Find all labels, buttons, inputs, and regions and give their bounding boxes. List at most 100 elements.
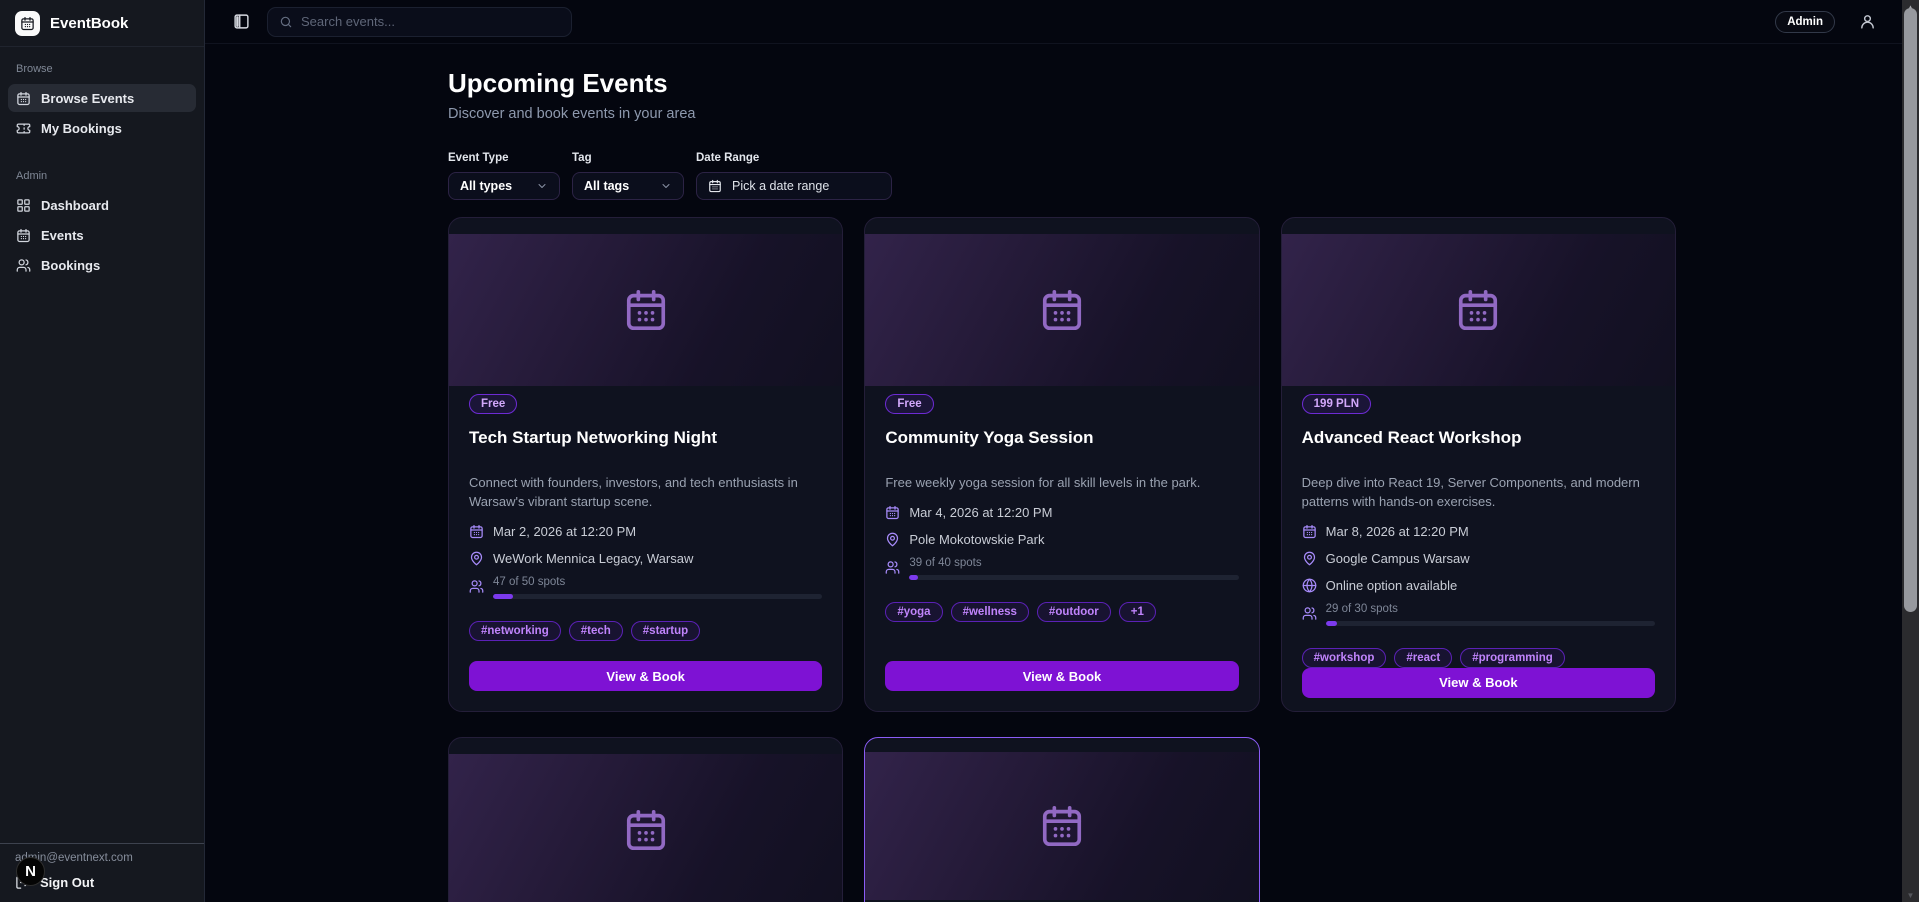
panel-left-icon <box>233 13 250 30</box>
event-date-row: Mar 8, 2026 at 12:20 PM <box>1302 524 1655 539</box>
event-image-placeholder <box>449 234 843 386</box>
view-book-button[interactable]: View & Book <box>885 661 1239 691</box>
calendar-icon <box>708 179 722 193</box>
globe-icon <box>1302 578 1317 593</box>
event-card-body: 199 PLN Advanced React Workshop Deep div… <box>1282 386 1675 711</box>
sidebar-nav: Browse Browse Events My Bookings Admin D… <box>0 47 204 843</box>
calendar-icon <box>623 807 669 853</box>
filter-tag: Tag All tags <box>572 152 684 200</box>
spots-progress-fill <box>909 574 918 580</box>
filter-label: Tag <box>572 152 592 164</box>
select-value: All types <box>460 179 513 193</box>
window-scrollbar[interactable]: ▲ ▼ <box>1902 0 1919 902</box>
sign-out-label: Sign Out <box>40 875 95 890</box>
sign-out-button[interactable]: Sign Out <box>15 875 189 890</box>
tag-chip: #programming <box>1460 647 1565 668</box>
tag-select[interactable]: All tags <box>572 172 684 200</box>
tag-more-chip: +1 <box>1118 601 1156 622</box>
view-book-button[interactable]: View & Book <box>1301 667 1655 698</box>
event-card[interactable]: Free Tech Startup Networking Night Conne… <box>448 217 844 712</box>
sidebar-item-browse-events[interactable]: Browse Events <box>8 84 196 112</box>
event-card[interactable]: 199 PLN Advanced React Workshop Deep div… <box>1280 217 1676 712</box>
filter-label: Event Type <box>448 152 509 164</box>
view-book-button[interactable]: View & Book <box>469 661 823 691</box>
map-pin-icon <box>885 532 900 547</box>
tag-chip: #react <box>1394 647 1453 668</box>
topbar-right: Admin <box>1775 10 1876 33</box>
sidebar-header: EventBook <box>0 0 204 47</box>
event-title: Community Yoga Session <box>885 428 1094 447</box>
events-grid: Free Tech Startup Networking Night Conne… <box>448 217 1676 902</box>
event-type-select[interactable]: All types <box>448 172 560 200</box>
sidebar-item-label: Bookings <box>41 257 101 273</box>
nextjs-dev-badge[interactable]: N <box>16 857 45 886</box>
date-range-button[interactable]: Pick a date range <box>696 172 892 200</box>
event-description: Connect with founders, investors, and te… <box>469 475 798 509</box>
event-description: Deep dive into React 19, Server Componen… <box>1301 475 1640 509</box>
event-card-partial[interactable] <box>448 737 844 902</box>
spots-progress-fill <box>1325 620 1338 626</box>
sidebar-item-bookings[interactable]: Bookings <box>8 251 196 279</box>
event-tags: #networking #tech #startup <box>469 620 822 641</box>
page-title: Upcoming Events <box>448 68 668 98</box>
chevron-down-icon <box>660 180 672 192</box>
event-online-row: Online option available <box>1302 578 1655 593</box>
sidebar-section-label-browse: Browse <box>16 63 53 75</box>
event-date: Mar 4, 2026 at 12:20 PM <box>909 504 1053 520</box>
admin-role-badge: Admin <box>1775 10 1835 33</box>
ticket-icon <box>16 121 31 136</box>
spots-progress-track <box>909 574 1239 580</box>
tag-chip: #workshop <box>1301 647 1387 668</box>
sidebar-toggle-button[interactable] <box>227 8 255 36</box>
search-input[interactable] <box>301 14 560 29</box>
price-badge: Free <box>885 394 934 414</box>
event-image-placeholder <box>449 754 843 902</box>
sidebar-item-my-bookings[interactable]: My Bookings <box>8 114 196 142</box>
topbar: Admin <box>205 0 1919 44</box>
price-badge: 199 PLN <box>1301 394 1372 414</box>
sidebar-footer: N admin@eventnext.com Sign Out <box>0 843 204 902</box>
scrollbar-up-arrow[interactable]: ▲ <box>1906 2 1915 12</box>
dashboard-grid-icon <box>16 198 31 213</box>
sidebar-item-dashboard[interactable]: Dashboard <box>8 191 196 219</box>
eventbook-logo <box>15 10 40 36</box>
calendar-icon <box>1039 803 1085 849</box>
sidebar-section-label-admin: Admin <box>16 170 48 182</box>
calendar-icon <box>1455 287 1501 333</box>
map-pin-icon <box>1302 551 1317 566</box>
calendar-icon <box>1302 524 1317 539</box>
event-card[interactable]: Free Community Yoga Session Free weekly … <box>864 217 1260 712</box>
event-card-body: Free Community Yoga Session Free weekly … <box>865 386 1258 711</box>
users-icon <box>469 579 484 594</box>
sidebar-item-events[interactable]: Events <box>8 221 196 249</box>
calendar-icon <box>16 91 31 106</box>
tag-chip: #tech <box>568 620 623 641</box>
price-badge: Free <box>469 394 518 414</box>
calendar-icon <box>16 228 31 243</box>
event-image-placeholder <box>865 752 1259 900</box>
tag-chip: #yoga <box>885 601 943 622</box>
filter-date-range: Date Range Pick a date range <box>696 152 892 200</box>
event-location-row: Google Campus Warsaw <box>1302 551 1655 566</box>
event-card-partial[interactable] <box>864 737 1260 902</box>
sidebar-item-label: My Bookings <box>41 120 122 136</box>
spots-progress-track <box>1325 620 1655 626</box>
scrollbar-thumb[interactable] <box>1904 8 1917 612</box>
event-online-option: Online option available <box>1325 577 1458 593</box>
event-spots-row: 39 of 40 spots <box>885 557 1239 580</box>
scrollbar-down-arrow[interactable]: ▼ <box>1906 890 1915 900</box>
event-date: Mar 2, 2026 at 12:20 PM <box>493 523 637 539</box>
users-icon <box>16 258 31 273</box>
user-menu-button[interactable] <box>1859 13 1876 30</box>
event-title: Advanced React Workshop <box>1301 428 1522 447</box>
sidebar-item-label: Dashboard <box>41 197 109 213</box>
sidebar-item-label: Browse Events <box>41 90 135 106</box>
event-location: Pole Mokotowskie Park <box>909 531 1045 547</box>
search-icon <box>279 15 293 29</box>
calendar-icon <box>623 287 669 333</box>
calendar-icon <box>885 505 900 520</box>
chevron-down-icon <box>536 180 548 192</box>
tag-chip: #networking <box>469 620 561 641</box>
select-value: All tags <box>584 179 630 193</box>
